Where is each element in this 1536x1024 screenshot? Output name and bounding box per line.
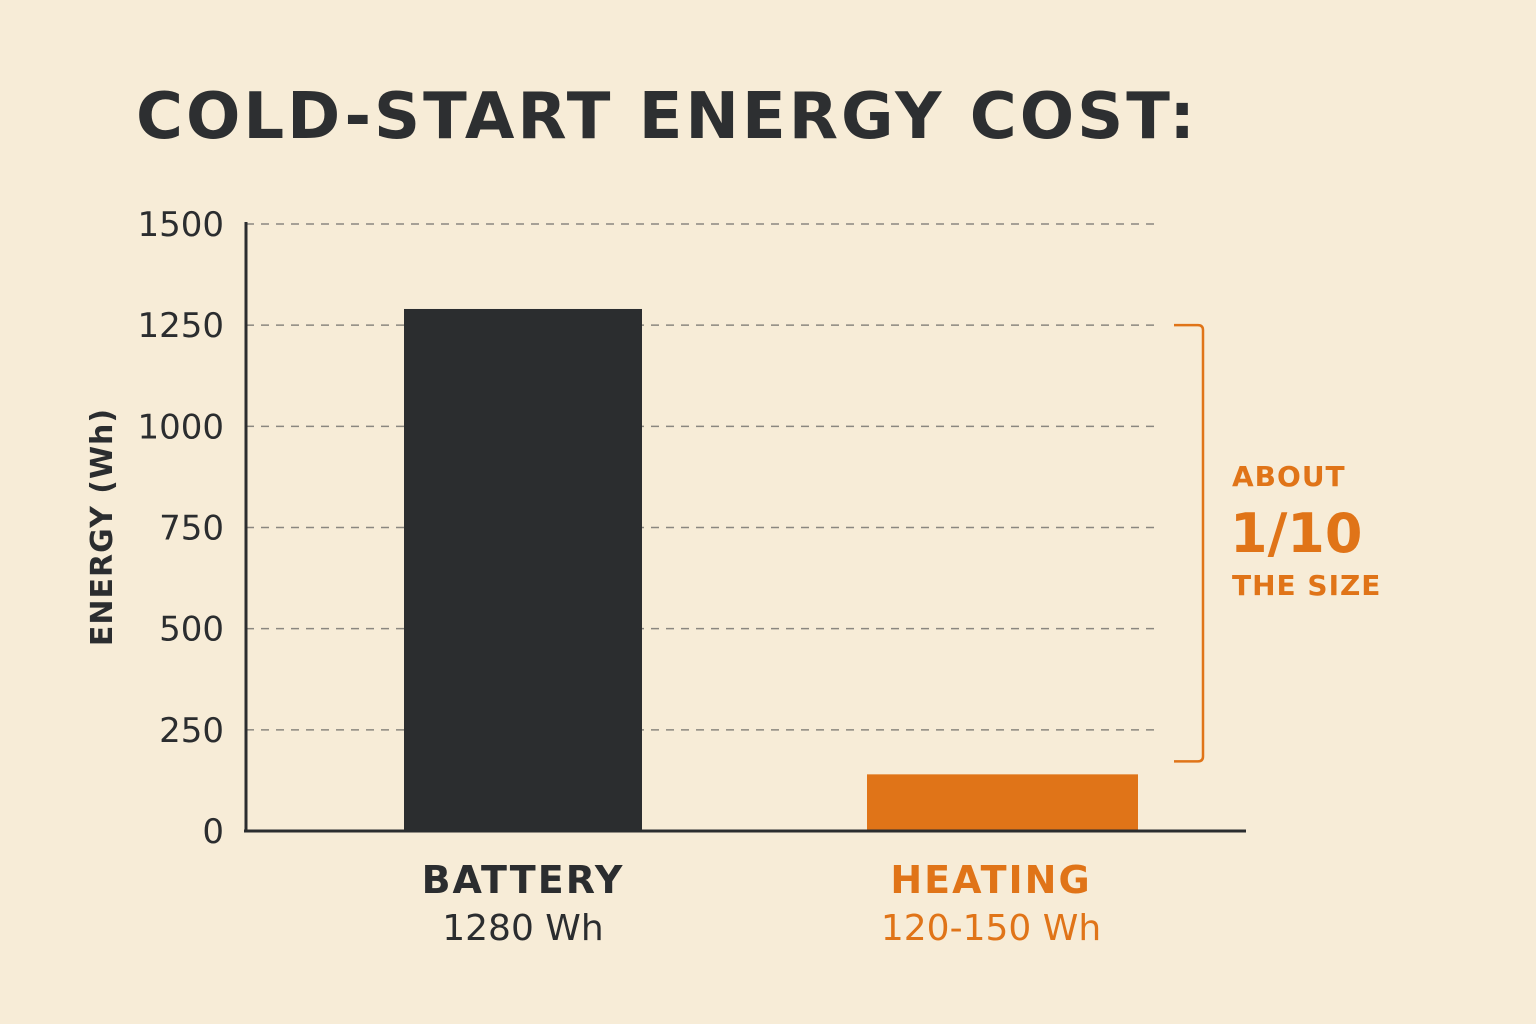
y-axis-label: ENERGY (Wh) [85,408,120,646]
y-tick-label: 500 [159,610,224,650]
bar-battery [404,308,642,832]
y-tick-label: 1250 [137,306,224,346]
annotation-ratio: 1/10 [1230,502,1362,565]
y-tick-label: 750 [159,509,224,549]
y-tick-labels: 0 250 500 750 1000 1250 1500 [137,205,224,852]
bar-heating [867,774,1138,831]
y-tick-label: 1000 [137,407,224,447]
value-label: 120-150 Wh [881,908,1101,949]
chart-title: COLD-START ENERGY COST: [136,80,1198,154]
category-labels: BATTERY 1280 Wh HEATING 120-150 Wh [422,858,1102,949]
grid-lines [246,223,1160,731]
annotation-bracket [1174,323,1205,763]
annotation-the-size: THE SIZE [1232,569,1381,602]
y-tick-label: 250 [159,711,224,751]
y-tick-label: 1500 [137,205,224,245]
y-tick-label: 0 [202,812,224,852]
value-label: 1280 Wh [442,908,603,949]
category-label: BATTERY [422,858,625,902]
size-annotation: ABOUT 1/10 THE SIZE [1174,323,1381,763]
annotation-about: ABOUT [1232,460,1346,493]
category-label: HEATING [890,858,1091,902]
bars [404,308,1138,832]
